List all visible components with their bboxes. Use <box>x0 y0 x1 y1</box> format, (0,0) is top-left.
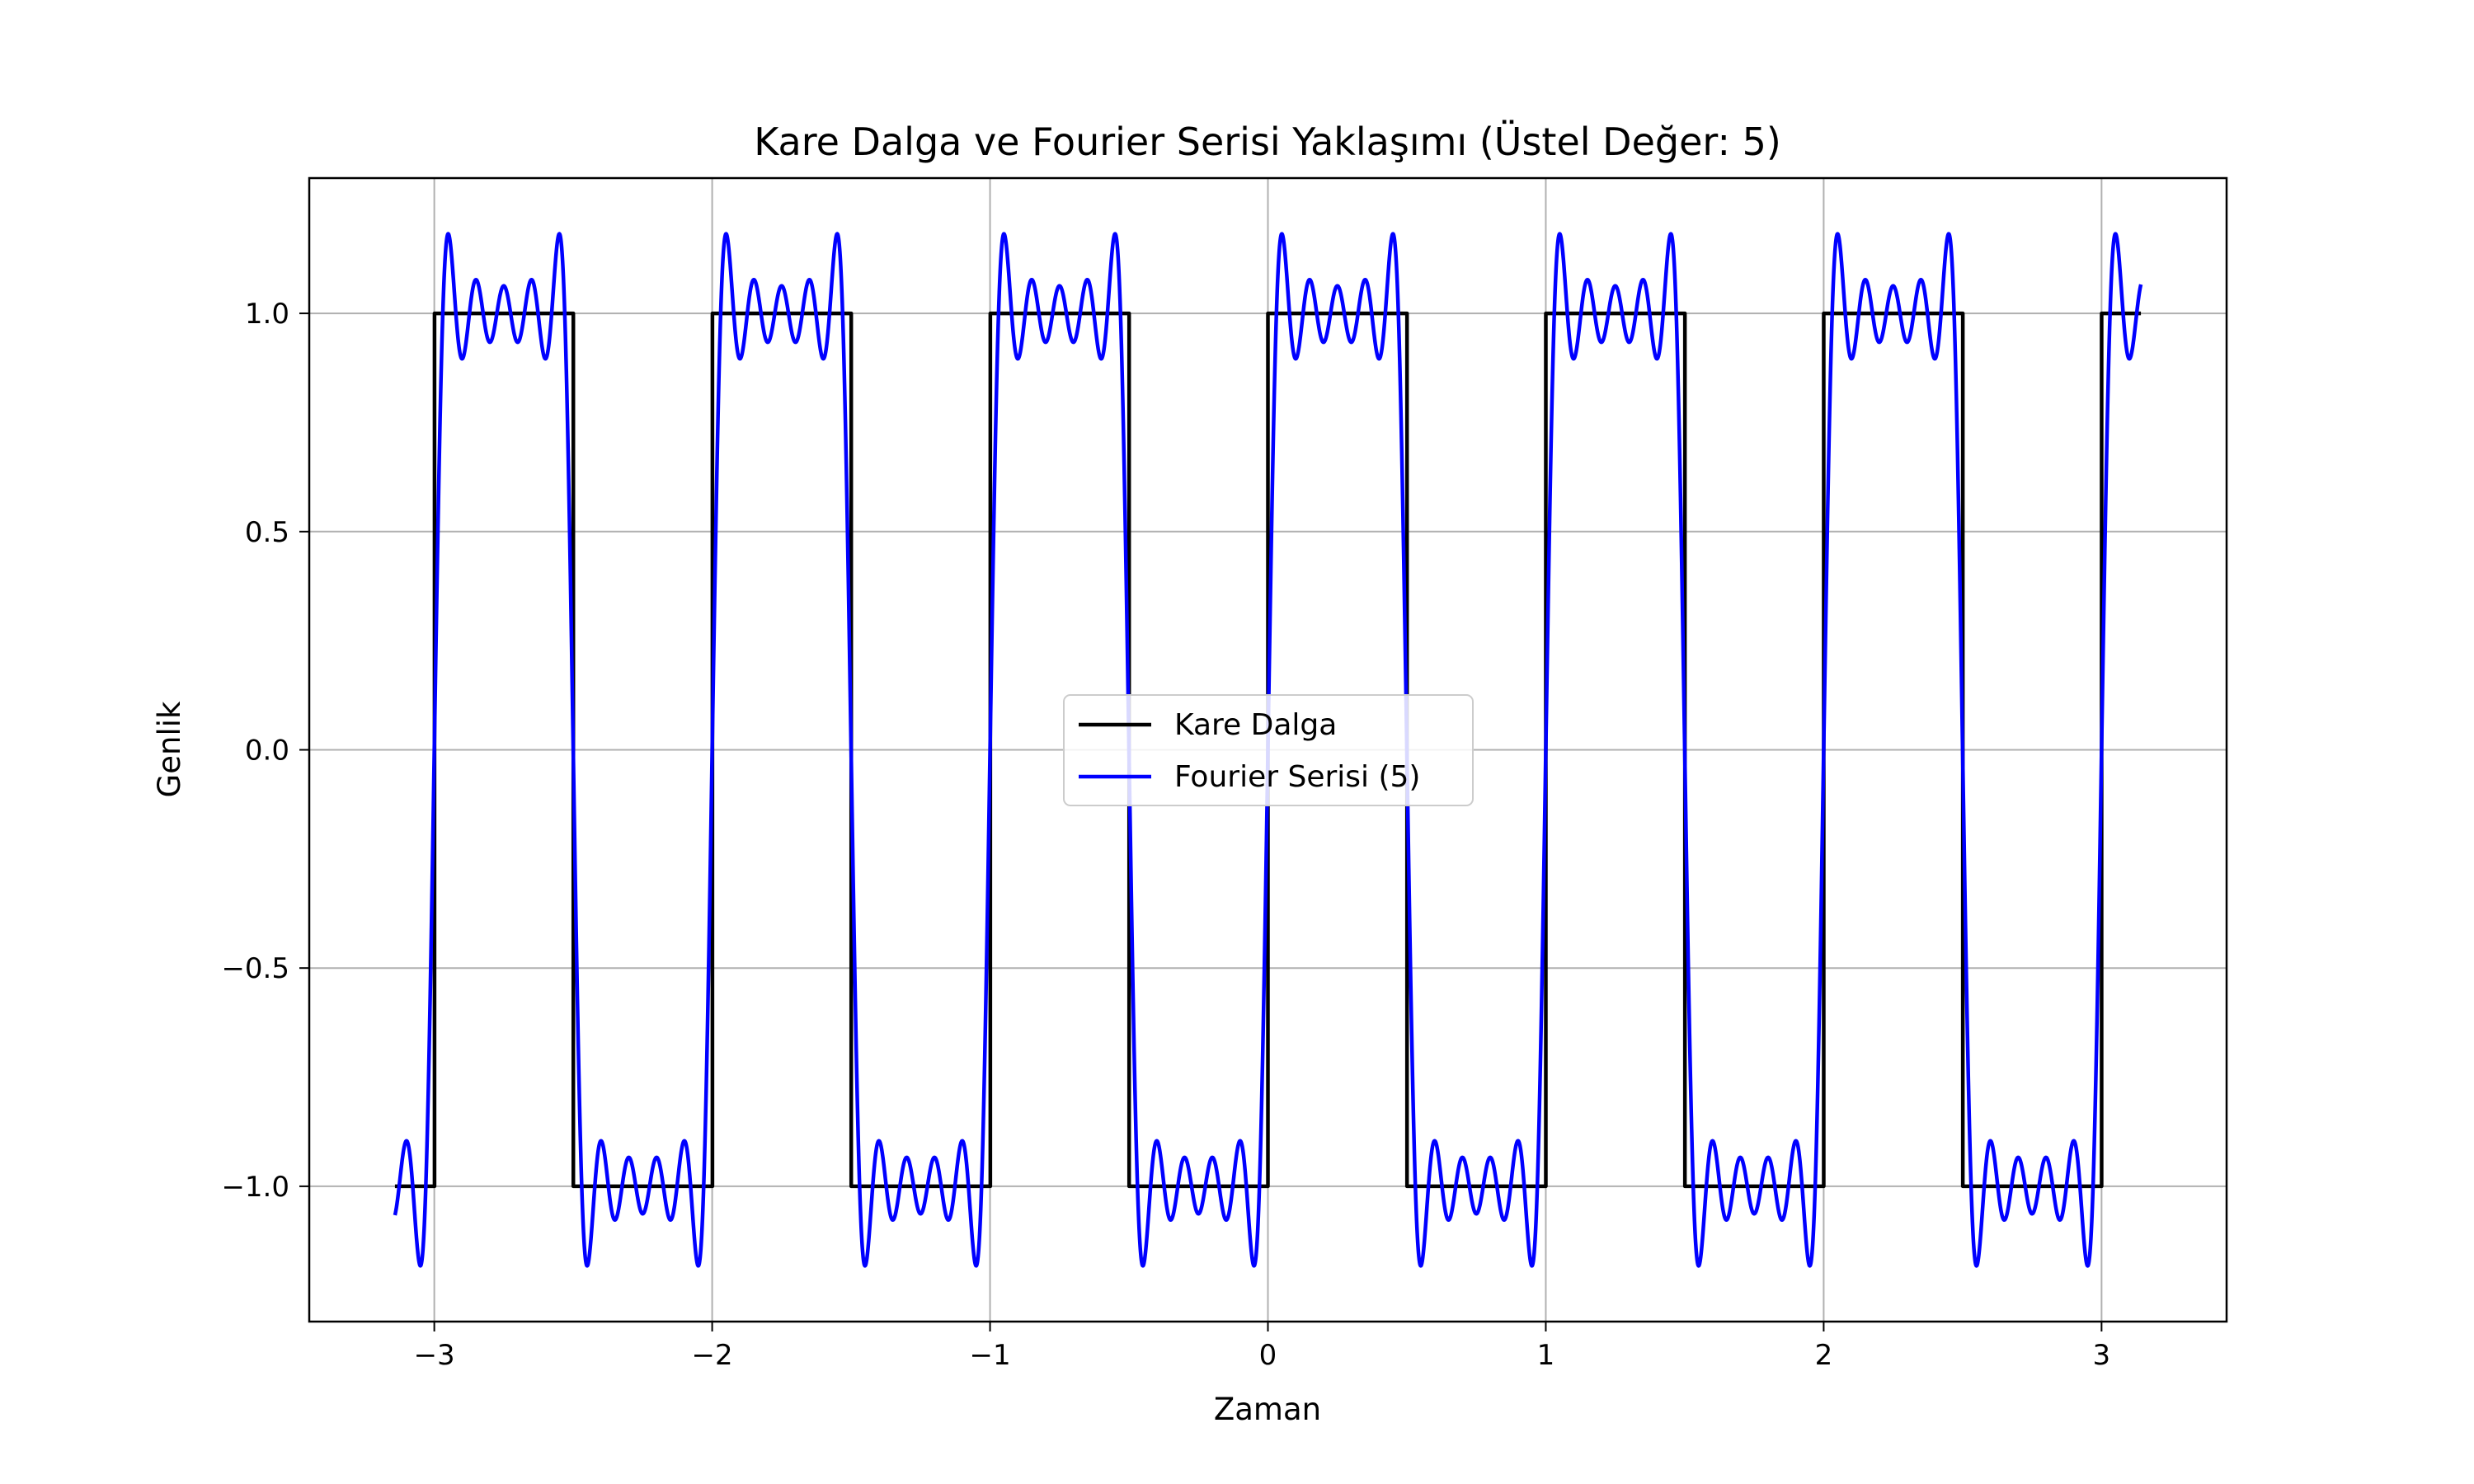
x-tick-label: 0 <box>1259 1339 1277 1372</box>
x-tick-label: 3 <box>2093 1339 2111 1372</box>
y-axis-label: Genlik <box>152 701 187 797</box>
legend-label-kare-dalga: Kare Dalga <box>1174 708 1337 742</box>
y-tick-label: 0.0 <box>245 735 289 768</box>
x-tick-label: 1 <box>1537 1339 1555 1372</box>
legend-label-fourier-serisi: Fourier Serisi (5) <box>1174 760 1420 794</box>
x-tick-label: −3 <box>414 1339 455 1372</box>
x-tick-label: 2 <box>1815 1339 1833 1372</box>
ticks: −3 −2 −1 0 1 2 3 −1.0 −0.5 0.0 0.5 1.0 <box>221 298 2110 1372</box>
y-tick-label: 1.0 <box>245 298 289 331</box>
chart-title: Kare Dalga ve Fourier Serisi Yaklaşımı (… <box>754 120 1781 164</box>
y-tick-label: −0.5 <box>221 952 289 985</box>
y-tick-label: −1.0 <box>221 1171 289 1204</box>
y-tick-label: 0.5 <box>245 516 289 549</box>
legend: Kare Dalga Fourier Serisi (5) <box>1063 694 1474 806</box>
x-tick-label: −1 <box>969 1339 1010 1372</box>
x-tick-label: −2 <box>692 1339 733 1372</box>
x-axis-label: Zaman <box>1214 1392 1321 1427</box>
legend-box <box>1063 694 1474 806</box>
